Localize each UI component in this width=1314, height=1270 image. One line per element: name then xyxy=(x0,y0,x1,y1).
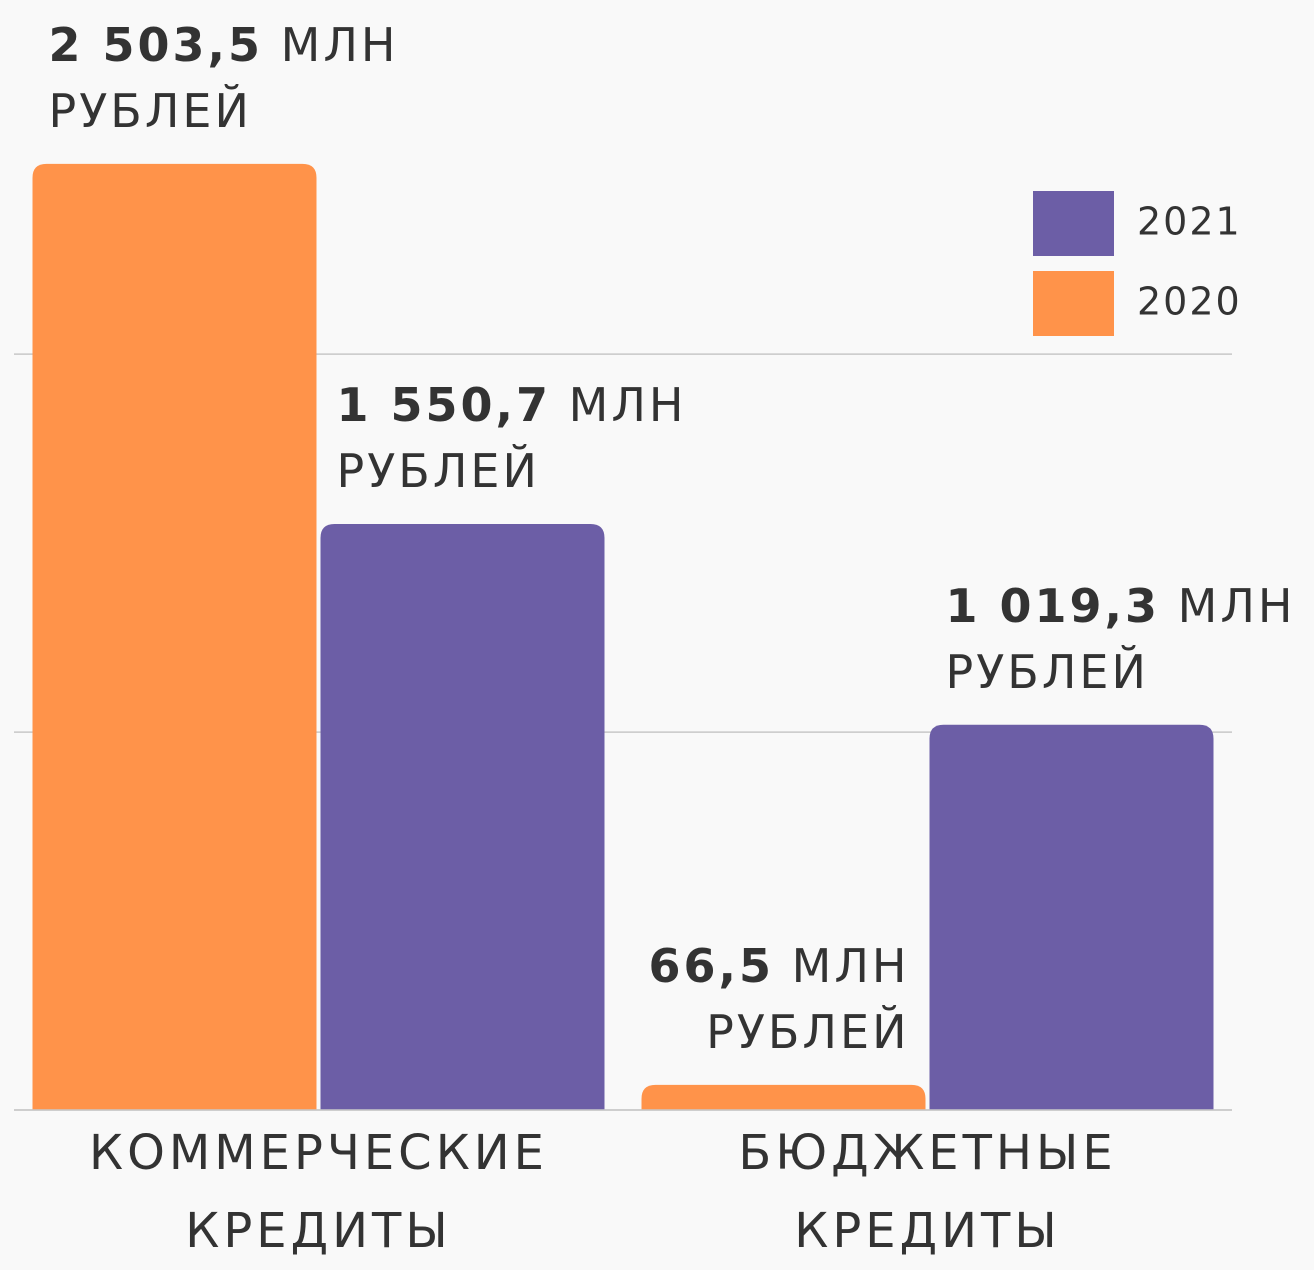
bar xyxy=(930,725,1214,1110)
value-number: 1 550,7 xyxy=(337,378,552,432)
legend-swatch xyxy=(1033,191,1114,256)
value-label: 2 503,5 МЛН РУБЛЕЙ xyxy=(49,12,419,144)
value-label: 1 019,3 МЛН РУБЛЕЙ xyxy=(946,573,1314,705)
legend-label: 2021 xyxy=(1137,200,1242,244)
value-number: 2 503,5 xyxy=(49,18,264,72)
bar xyxy=(33,164,317,1110)
value-number: 1 019,3 xyxy=(946,579,1161,633)
value-label: 66,5 МЛН РУБЛЕЙ xyxy=(610,933,910,1065)
value-label: 1 550,7 МЛН РУБЛЕЙ xyxy=(337,372,707,504)
legend-swatch xyxy=(1033,271,1114,336)
bar xyxy=(642,1085,926,1110)
legend-label: 2020 xyxy=(1137,280,1242,324)
bar xyxy=(321,524,605,1110)
value-number: 66,5 xyxy=(649,939,775,993)
